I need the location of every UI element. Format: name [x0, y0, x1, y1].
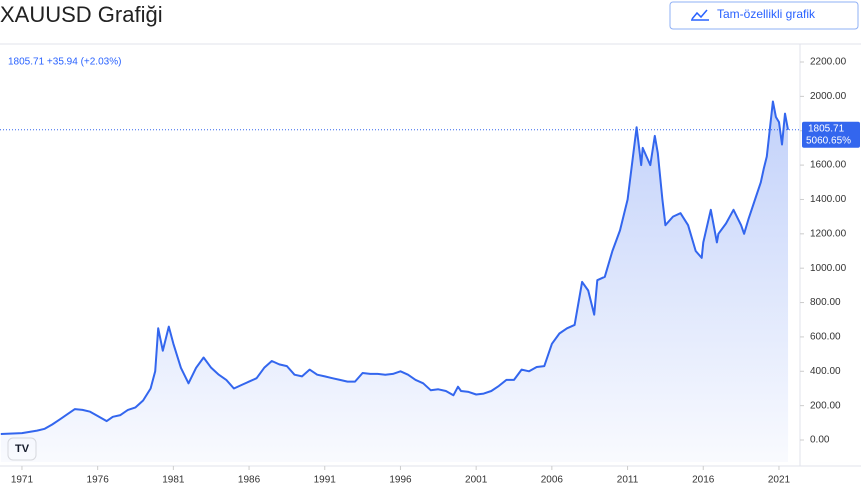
price-line: [0, 100, 789, 435]
x-tick-label: 1991: [314, 475, 337, 486]
last-price-label: 1805.71: [808, 123, 845, 134]
x-tick-label: 1976: [87, 475, 110, 486]
y-tick-label: 600.00: [810, 332, 841, 343]
x-tick-label: 2021: [768, 475, 791, 486]
y-tick-label: 2000.00: [810, 91, 847, 102]
button-icon: [691, 9, 709, 21]
x-tick-label: 1986: [238, 475, 261, 486]
y-tick-label: 1600.00: [810, 160, 847, 171]
y-tick-label: 0.00: [810, 435, 830, 446]
x-tick-label: 1996: [389, 475, 412, 486]
x-tick-label: 2006: [541, 475, 564, 486]
y-tick-label: 2200.00: [810, 57, 847, 68]
full-chart-button[interactable]: [669, 1, 859, 30]
last-change-label: 5060.65%: [806, 135, 851, 146]
y-tick-label: 400.00: [810, 366, 841, 377]
page-title: XAUUSD Grafiği: [0, 2, 163, 27]
y-tick-label: 200.00: [810, 400, 841, 411]
y-tick-label: 1400.00: [810, 194, 847, 205]
x-tick-label: 2001: [465, 475, 488, 486]
x-tick-label: 2016: [692, 475, 715, 486]
button-label[interactable]: Tam-özellikli grafik: [717, 7, 816, 21]
last-price-box: [802, 121, 860, 148]
x-tick-label: 1971: [11, 475, 34, 486]
y-tick-label: 1000.00: [810, 263, 847, 274]
legend-text: 1805.71 +35.94 (+2.03%): [8, 57, 121, 68]
x-tick-label: 2011: [617, 475, 639, 486]
x-tick-label: 1981: [162, 475, 185, 486]
y-tick-label: 800.00: [810, 297, 841, 308]
area-fill: [0, 101, 789, 462]
y-tick-label: 1200.00: [810, 228, 847, 239]
